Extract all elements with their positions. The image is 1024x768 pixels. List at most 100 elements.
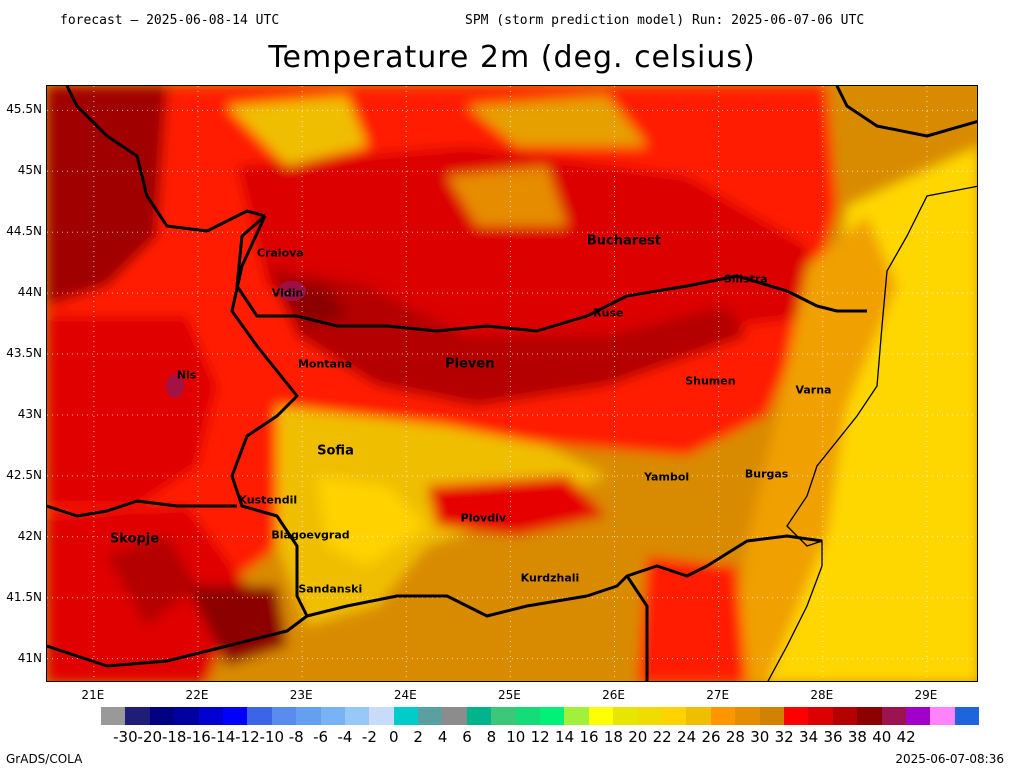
city-label: Blagoevgrad [271, 528, 350, 542]
legend-swatch [832, 707, 858, 725]
city-label: Varna [795, 383, 832, 397]
legend-swatch [857, 707, 882, 725]
lat-tick-label: 42.5N [6, 467, 42, 482]
legend-label: 32 [774, 728, 794, 746]
temperature-field [47, 86, 977, 681]
legend-swatch [783, 707, 809, 725]
legend-label: 0 [389, 728, 399, 746]
model-run: SPM (storm prediction model) Run: 2025-0… [465, 13, 865, 28]
lon-tick-label: 25E [497, 688, 521, 702]
legend-swatch [905, 707, 931, 725]
legend-label: 42 [896, 728, 916, 746]
lat-tick-label: 43.5N [6, 346, 42, 361]
lon-tick-label: 26E [602, 688, 625, 702]
legend-swatch [320, 707, 345, 725]
lat-tick-label: 42N [17, 528, 42, 543]
lat-tick-label: 44N [17, 285, 42, 300]
lon-tick-label: 28E [810, 688, 834, 702]
hot-spot [166, 374, 184, 398]
legend-swatch [271, 707, 297, 725]
lon-tick-label: 29E [914, 688, 938, 702]
legend-swatch [564, 707, 589, 725]
city-label: Skopje [109, 531, 160, 547]
legend-swatch [222, 707, 248, 725]
legend-label: 34 [799, 728, 819, 746]
lat-tick-label: 45N [17, 163, 42, 178]
legend-label: -14 [210, 728, 236, 746]
legend-label: 38 [847, 728, 867, 746]
city-label: Bucharest [586, 233, 661, 249]
lon-tick-label: 24E [393, 688, 417, 702]
legend-label: -10 [259, 728, 285, 746]
city-label: Montana [297, 357, 353, 371]
lon-tick-label: 21E [81, 688, 105, 702]
legend-swatch [710, 707, 736, 725]
grid-lines [47, 86, 977, 681]
legend-swatch [759, 707, 784, 725]
city-label: Ruse [593, 306, 624, 320]
city-label: Yambol [644, 470, 690, 484]
legend-swatch [418, 707, 443, 725]
legend-label: 8 [486, 728, 497, 746]
legend-label: 26 [701, 728, 721, 746]
legend-swatch [369, 707, 394, 725]
legend-label: 14 [555, 728, 575, 746]
legend-label: -6 [313, 728, 329, 746]
hot-spot [278, 281, 306, 301]
legend-swatch [101, 707, 126, 725]
country-borders [47, 86, 977, 681]
legend-label: 36 [823, 728, 843, 746]
legend-label: -30 [113, 728, 138, 746]
temperature-map [46, 85, 978, 682]
city-label: Plovdiv [460, 511, 507, 525]
legend-swatch [125, 707, 150, 725]
lat-tick-label: 41N [17, 650, 42, 665]
legend-label: 40 [872, 728, 892, 746]
legend-label: 16 [579, 728, 599, 746]
legend-swatch [686, 707, 711, 725]
legend-swatch [613, 707, 638, 725]
city-label: Burgas [744, 467, 789, 481]
legend-swatch [296, 707, 321, 725]
legend-label: 24 [677, 728, 697, 746]
lat-tick-label: 45.5N [6, 102, 42, 117]
legend-swatch [930, 707, 955, 725]
city-label: Craiova [256, 246, 304, 260]
lat-tick-label: 44.5N [6, 224, 42, 239]
legend-label: -20 [137, 728, 163, 746]
legend-label: -2 [361, 728, 377, 746]
legend-label: -8 [288, 728, 304, 746]
legend-swatch [344, 707, 370, 725]
legend-swatch [491, 707, 516, 725]
city-label: Silistra [723, 272, 768, 286]
legend-swatch [247, 707, 272, 725]
city-label: Kustendil [238, 493, 298, 507]
legend-swatch [540, 707, 565, 725]
map-title: Temperature 2m (deg. celsius) [268, 40, 756, 75]
legend-label: -18 [161, 728, 187, 746]
color-legend [101, 707, 980, 725]
map-canvas [47, 86, 977, 681]
city-label: Kurdzhali [520, 571, 580, 585]
legend-label: -16 [186, 728, 211, 746]
lon-tick-label: 27E [706, 688, 730, 702]
legend-label: 20 [628, 728, 648, 746]
city-label: Sandanski [298, 582, 363, 596]
software-credit: GrADS/COLA [6, 752, 83, 766]
legend-swatch [588, 707, 614, 725]
legend-label: 4 [437, 728, 448, 746]
coastline [767, 185, 977, 681]
legend-label: 6 [462, 728, 472, 746]
legend-label: 28 [725, 728, 745, 746]
legend-swatch [466, 707, 492, 725]
legend-swatch [735, 707, 760, 725]
legend-swatch [954, 707, 980, 725]
legend-swatch [637, 707, 662, 725]
legend-swatch [515, 707, 541, 725]
lat-tick-label: 43N [17, 406, 42, 421]
legend-label: 2 [413, 728, 423, 746]
city-label: Pleven [445, 356, 495, 372]
lon-tick-label: 22E [185, 688, 209, 702]
legend-swatch [174, 707, 199, 725]
legend-swatch [198, 707, 223, 725]
